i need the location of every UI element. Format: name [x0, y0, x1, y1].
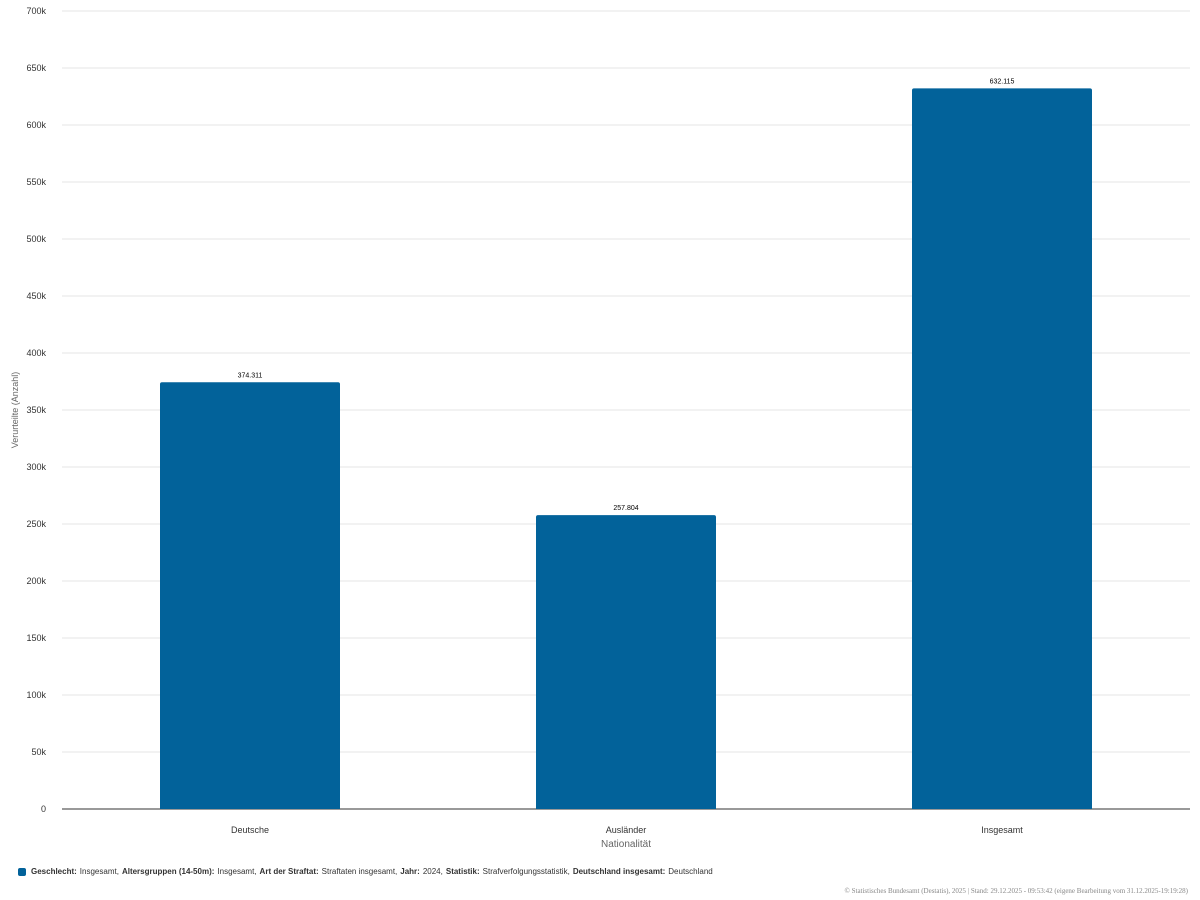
y-tick-label: 100k — [26, 690, 46, 700]
y-tick-label: 250k — [26, 519, 46, 529]
bar — [536, 515, 716, 809]
y-tick-label: 400k — [26, 348, 46, 358]
source: © Statistisches Bundesamt (Destatis), 20… — [844, 887, 1188, 895]
y-tick-label: 700k — [26, 6, 46, 16]
y-tick-label: 200k — [26, 576, 46, 586]
legend-filter: Jahr: 2024, — [400, 867, 443, 876]
y-tick-label: 650k — [26, 63, 46, 73]
filter-value: Strafverfolgungsstatistik, — [482, 867, 570, 876]
legend-filter: Geschlecht: Insgesamt, — [31, 867, 119, 876]
value-label: 632.115 — [990, 78, 1015, 85]
filter-key: Altersgruppen (14-50m): — [121, 867, 215, 876]
value-label: 374.311 — [238, 372, 263, 379]
y-tick-label: 300k — [26, 462, 46, 472]
y-tick-label: 500k — [26, 234, 46, 244]
legend-filter: Deutschland insgesamt: Deutschland — [573, 867, 713, 876]
filter-key: Deutschland insgesamt: — [572, 867, 666, 876]
x-tick-label: Deutsche — [231, 825, 269, 835]
y-tick-label: 450k — [26, 291, 46, 301]
value-label: 257.804 — [613, 505, 638, 512]
x-axis-label: Nationalität — [601, 839, 651, 850]
filter-value: Straftaten insgesamt, — [321, 867, 398, 876]
legend-filter: Statistik: Strafverfolgungsstatistik, — [446, 867, 570, 876]
chart: Verurteilte (Anzahl) Nationalität 0 50k 10… — [10, 6, 1190, 850]
filter-key: Statistik: — [445, 867, 480, 876]
y-tick-label: 600k — [26, 120, 46, 130]
y-tick-label: 150k — [26, 633, 46, 643]
filter-value: Deutschland — [668, 867, 713, 876]
x-tick-label: Ausländer — [606, 825, 647, 835]
y-tick-label: 0 — [41, 804, 46, 814]
y-tick-label: 350k — [26, 405, 46, 415]
bar — [912, 88, 1092, 809]
filter-key: Jahr: — [400, 867, 420, 876]
x-tick-label: Insgesamt — [981, 825, 1023, 835]
filter-value: Insgesamt, — [79, 867, 119, 876]
filter-value: 2024, — [422, 867, 443, 876]
y-tick-label: 50k — [31, 747, 46, 757]
legend: Geschlecht: Insgesamt, Altersgruppen (14-5… — [18, 867, 716, 876]
y-tick-label: 550k — [26, 177, 46, 187]
legend-filter: Altersgruppen (14-50m): Insgesamt, — [122, 867, 257, 876]
filter-value: Insgesamt, — [217, 867, 257, 876]
bar — [160, 382, 340, 809]
y-axis-label: Verurteilte (Anzahl) — [10, 372, 20, 449]
legend-filter: Art der Straftat: Straftaten insgesamt, — [260, 867, 398, 876]
filter-key: Art der Straftat: — [259, 867, 319, 876]
filter-key: Geschlecht: — [31, 867, 77, 876]
legend-swatch — [18, 867, 26, 876]
